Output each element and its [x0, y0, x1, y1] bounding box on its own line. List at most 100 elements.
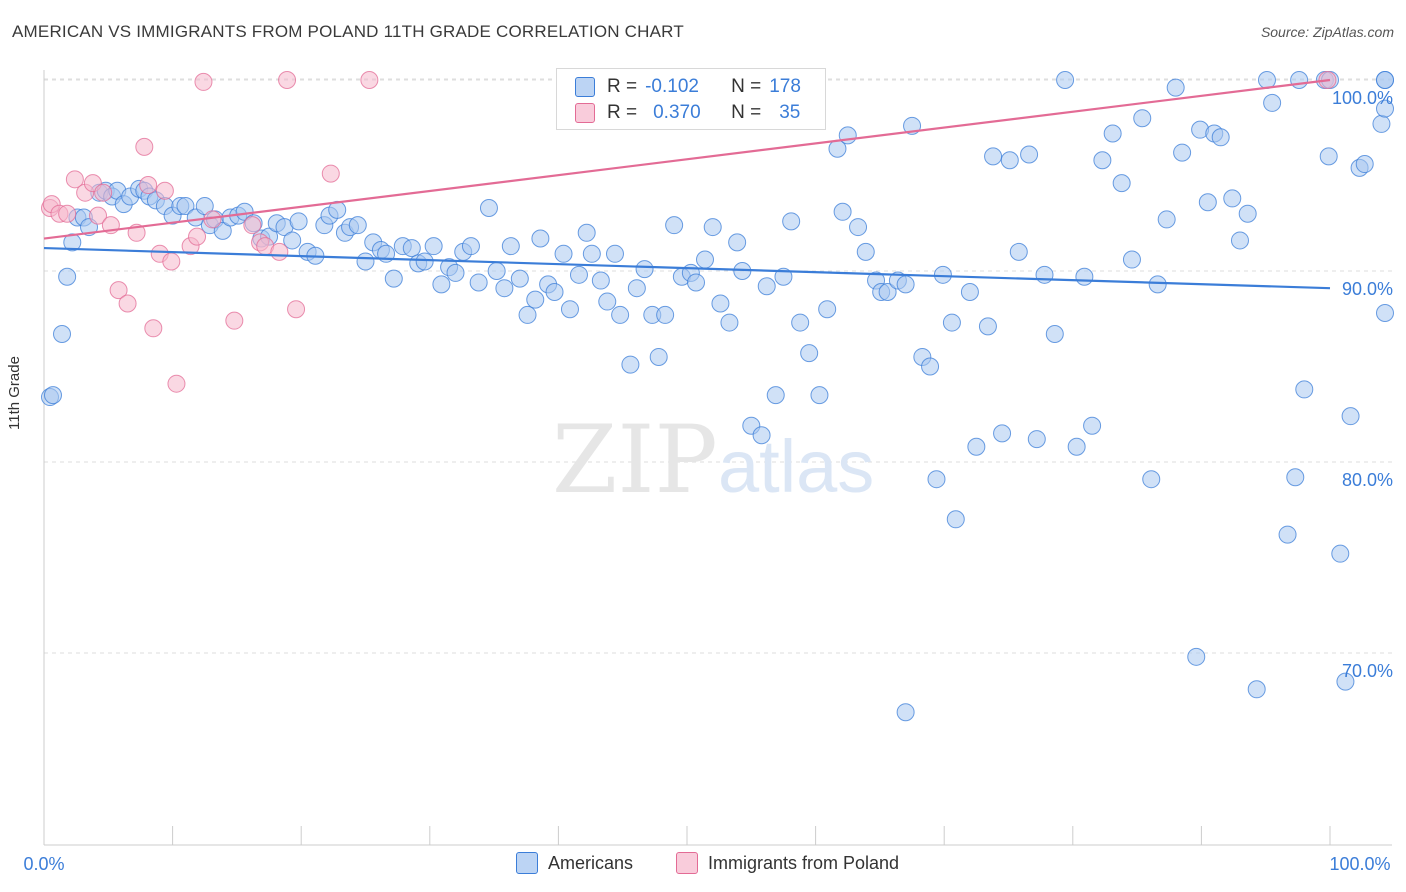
americans-point	[838, 126, 857, 145]
americans-point	[1103, 124, 1122, 143]
poland-point	[109, 281, 128, 300]
americans-point	[1376, 304, 1394, 323]
poland-point	[287, 300, 306, 319]
americans-point	[1211, 128, 1230, 147]
americans-point	[1286, 468, 1305, 487]
americans-point	[469, 273, 488, 292]
americans-point	[531, 229, 550, 248]
poland-point	[94, 183, 113, 202]
americans-point	[1035, 265, 1054, 284]
americans-point	[1112, 174, 1131, 193]
americans-point	[545, 283, 564, 302]
americans-point	[560, 300, 579, 319]
americans-point	[896, 275, 915, 294]
axes	[43, 70, 1392, 846]
americans-point	[1247, 680, 1266, 699]
americans-point	[1319, 147, 1338, 166]
americans-point	[1263, 93, 1282, 112]
watermark-zip: ZIP	[552, 406, 718, 515]
americans-point	[495, 279, 514, 298]
poland-point	[118, 294, 137, 313]
americans-point	[348, 216, 367, 235]
poland-point	[65, 170, 84, 189]
legend-item-americans[interactable]: Americans	[516, 852, 633, 874]
americans-point	[703, 218, 722, 237]
poland-point	[139, 176, 158, 195]
americans-point	[1020, 145, 1039, 164]
americans-point	[687, 273, 706, 292]
americans-point	[896, 703, 915, 722]
x-tick-label-max: 100.0%	[1329, 854, 1390, 874]
americans-point	[501, 237, 520, 256]
americans-point	[649, 347, 668, 366]
legend-swatch-americans	[575, 77, 595, 97]
americans-point	[752, 426, 771, 445]
stats-legend: R = -0.102 N = 178 R = 0.370 N = 35	[556, 68, 826, 130]
americans-point	[577, 223, 596, 242]
poland-point	[360, 71, 379, 89]
americans-point	[598, 292, 617, 311]
americans-point	[1341, 407, 1360, 426]
americans-point	[283, 231, 302, 250]
chart-source: Source: ZipAtlas.com	[1260, 24, 1394, 40]
legend-label-americans: Americans	[548, 852, 634, 873]
americans-point	[1223, 189, 1242, 208]
grid-lines	[44, 78, 1392, 654]
americans-point	[176, 197, 195, 216]
americans-point	[627, 279, 646, 298]
americans-point	[782, 212, 801, 231]
americans-point	[461, 237, 480, 256]
legend-r-label: R =	[607, 76, 638, 97]
americans-point	[766, 386, 785, 405]
americans-point	[605, 244, 624, 263]
americans-point	[1290, 71, 1309, 89]
poland-point	[225, 311, 244, 330]
y-tick-label: 100.0%	[1332, 88, 1393, 108]
americans-point	[479, 198, 498, 217]
americans-point	[878, 283, 897, 302]
legend-n-americans: 178	[769, 76, 801, 97]
americans-point	[1278, 525, 1297, 544]
americans-point	[1045, 325, 1064, 344]
americans-point	[921, 357, 940, 376]
americans-point	[942, 313, 961, 332]
legend-r-label: R =	[607, 102, 638, 123]
americans-point	[44, 386, 63, 405]
americans-point	[993, 424, 1012, 443]
americans-point	[757, 277, 776, 296]
americans-point	[1295, 380, 1314, 399]
americans-point	[800, 344, 819, 363]
americans-point	[289, 212, 308, 231]
americans-point	[1009, 242, 1028, 261]
americans-point	[635, 260, 654, 279]
americans-points	[41, 71, 1394, 722]
y-tick-label: 80.0%	[1342, 470, 1393, 490]
americans-point	[611, 305, 630, 324]
americans-point	[849, 218, 868, 237]
americans-point	[1376, 71, 1394, 89]
poland-point	[144, 319, 163, 338]
poland-point	[194, 72, 213, 91]
americans-point	[1000, 151, 1019, 170]
poland-point	[270, 242, 289, 261]
legend-r-americans: -0.102	[645, 76, 699, 97]
americans-point	[1083, 416, 1102, 435]
poland-trend-line	[43, 78, 1331, 240]
watermark: ZIP atlas	[552, 406, 874, 515]
legend-n-label: N =	[731, 102, 762, 123]
trend-lines	[43, 78, 1331, 290]
americans-point	[1372, 114, 1391, 133]
watermark-atlas: atlas	[718, 425, 874, 508]
legend-item-poland[interactable]: Immigrants from Poland	[676, 852, 899, 874]
americans-point	[1157, 210, 1176, 229]
americans-point	[960, 283, 979, 302]
legend-row-americans: R = -0.102 N = 178	[575, 74, 801, 100]
americans-point	[1198, 193, 1217, 212]
americans-point	[927, 470, 946, 489]
americans-point	[415, 252, 434, 271]
series-legend: Americans Immigrants from Poland	[0, 852, 1406, 878]
americans-point	[518, 305, 537, 324]
poland-point	[167, 374, 186, 393]
americans-point	[728, 233, 747, 252]
